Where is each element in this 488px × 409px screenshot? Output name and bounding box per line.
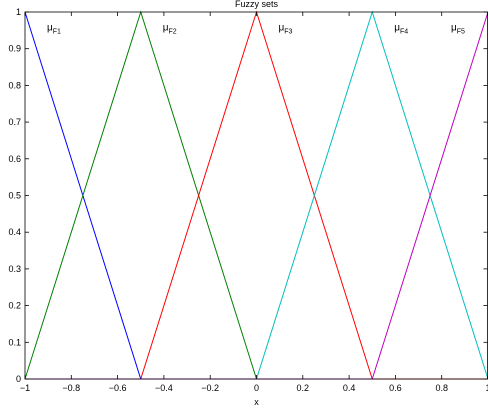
membership-label-2: μF2 [163, 22, 177, 35]
series-line-1 [24, 11, 488, 380]
x-tick-label: −0.8 [62, 383, 80, 393]
x-tick-label: 0.4 [343, 383, 356, 393]
series-layer [24, 10, 488, 380]
series-line-2 [24, 10, 488, 380]
x-axis-label: x [254, 397, 259, 407]
y-tick-label: 1 [16, 7, 21, 17]
x-tick-label: −1 [20, 383, 30, 393]
y-tick-label: 0 [16, 374, 21, 384]
annotation-layer: μF1 μF2 μF3 μF4 μF5 [47, 22, 465, 35]
x-tick-label: 1 [485, 383, 488, 393]
membership-label-1: μF1 [47, 22, 61, 35]
y-tick-label: 0.5 [8, 191, 21, 201]
y-tick-label: 0.8 [8, 80, 21, 90]
x-tick-label: −0.4 [155, 383, 173, 393]
x-tick-label: 0.2 [297, 383, 310, 393]
series-line-5 [25, 11, 488, 380]
y-tick-label: 0.6 [8, 154, 21, 164]
ticks-layer: −1 −0.8 −0.6 −0.4 −0.2 0 0.2 0.4 0.6 0.8 1 0 0.1 0.2 0… [8, 7, 488, 393]
x-tick-label: 0 [254, 383, 259, 393]
series-line-3 [25, 10, 488, 380]
y-tick-label: 0.1 [8, 337, 21, 347]
membership-label-5: μF5 [451, 22, 465, 35]
y-tick-label: 0.3 [8, 264, 21, 274]
plot-frame [24, 11, 488, 380]
y-tick-label: 0.7 [8, 117, 21, 127]
y-tick-label: 0.9 [8, 44, 21, 54]
x-tick-label: −0.2 [201, 383, 219, 393]
chart-title: Fuzzy sets [235, 0, 279, 9]
series-line-4 [25, 10, 488, 380]
x-tick-label: 0.8 [435, 383, 448, 393]
y-tick-label: 0.2 [8, 301, 21, 311]
membership-label-3: μF3 [278, 22, 292, 35]
x-tick-label: 0.6 [389, 383, 402, 393]
y-tick-label: 0.4 [8, 227, 21, 237]
x-tick-label: −0.6 [109, 383, 127, 393]
membership-label-4: μF4 [394, 22, 408, 35]
